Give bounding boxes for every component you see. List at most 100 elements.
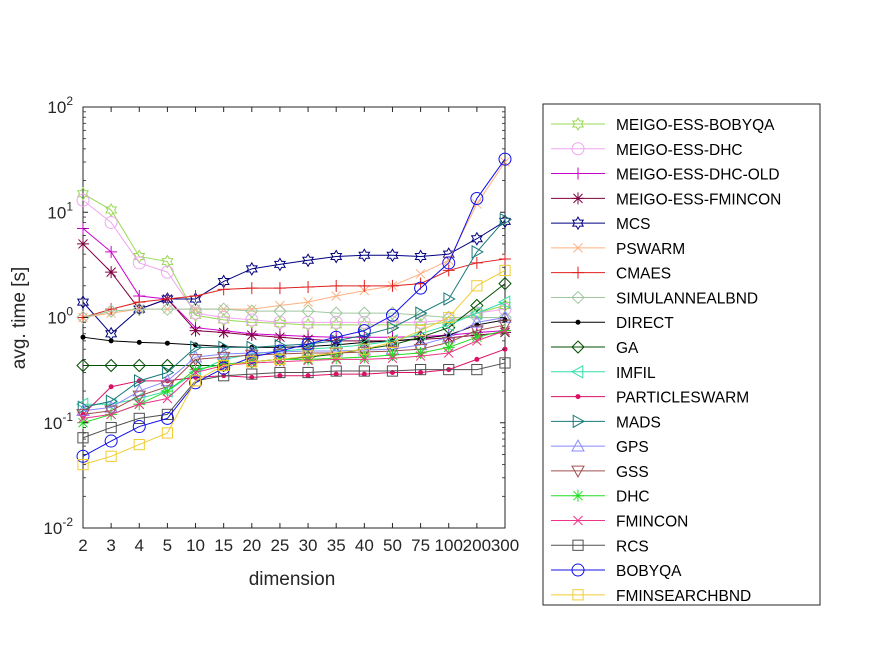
x-tick-label: 30 — [299, 536, 318, 555]
x-tick-label: 5 — [163, 536, 172, 555]
legend-entry: SIMULANNEALBND — [551, 290, 758, 307]
data-point — [190, 340, 203, 355]
data-point — [305, 373, 311, 379]
data-point — [415, 325, 427, 337]
legend-label: PARTICLESWARM — [616, 390, 749, 407]
series-line — [82, 319, 506, 348]
data-point — [245, 313, 259, 327]
data-point — [160, 302, 175, 316]
data-point — [105, 450, 117, 462]
data-point — [160, 265, 174, 279]
data-point — [330, 365, 342, 377]
data-point — [132, 302, 146, 316]
data-point — [498, 276, 512, 291]
data-point — [161, 385, 174, 398]
legend-label: RCS — [616, 538, 649, 555]
data-point — [303, 297, 313, 307]
data-point — [246, 304, 257, 315]
data-point — [301, 315, 315, 329]
data-point — [104, 304, 118, 318]
x-tick-label: 10 — [186, 536, 205, 555]
y-tick-base: 10 — [47, 309, 66, 328]
legend-entry: CMAES — [551, 266, 671, 283]
data-point — [76, 358, 90, 373]
data-point — [470, 331, 483, 344]
data-point — [415, 268, 426, 279]
data-point — [160, 358, 175, 373]
data-point — [274, 366, 286, 379]
legend-marker — [572, 589, 584, 601]
data-point — [245, 261, 258, 276]
legend-label: MEIGO-ESS-BOBYQA — [616, 117, 775, 134]
series-line — [82, 220, 506, 335]
data-point — [414, 249, 427, 264]
series-line — [82, 228, 506, 338]
data-point — [273, 315, 287, 329]
data-point — [357, 324, 371, 338]
data-point — [273, 304, 287, 318]
data-point — [333, 371, 339, 377]
legend-entry: MEIGO-ESS-DHC-OLD — [551, 167, 780, 184]
data-point — [386, 365, 399, 377]
data-point — [132, 420, 146, 434]
y-tick-base: 10 — [47, 203, 66, 222]
y-tick-base: 10 — [43, 414, 62, 433]
data-point — [216, 302, 231, 316]
data-point — [359, 354, 370, 365]
legend-entry: FMINCON — [551, 513, 688, 530]
legend-marker — [573, 515, 583, 526]
data-point — [217, 361, 231, 375]
legend-marker — [571, 439, 585, 452]
legend-marker — [572, 266, 584, 279]
data-point — [385, 308, 399, 322]
data-point — [498, 319, 512, 332]
data-point — [471, 280, 483, 292]
legend-marker — [571, 340, 585, 354]
series-bobyqa — [76, 152, 512, 463]
data-point — [77, 459, 89, 471]
data-point — [76, 193, 90, 207]
data-point — [218, 359, 230, 372]
series-rcs — [77, 357, 511, 444]
data-point — [133, 439, 145, 451]
legend-label: BOBYQA — [616, 563, 682, 580]
data-point — [164, 340, 170, 346]
legend-entry: BOBYQA — [551, 563, 682, 580]
data-point — [132, 390, 147, 403]
data-point — [415, 351, 426, 361]
data-point — [413, 308, 428, 322]
legend-label: FMINCON — [616, 513, 688, 530]
x-tick-label: 300 — [491, 536, 519, 555]
y-tick-exponent: 0 — [66, 305, 73, 319]
data-point — [273, 331, 286, 344]
legend-marker — [571, 290, 585, 305]
data-point — [189, 363, 202, 376]
data-point — [498, 310, 512, 325]
data-point — [329, 330, 343, 344]
series-line — [82, 317, 506, 412]
y-tick-label: 10-1 — [43, 410, 73, 433]
x-tick-label: 35 — [327, 536, 346, 555]
legend-label: MEIGO-ESS-DHC-OLD — [616, 167, 780, 184]
legend-box — [542, 103, 821, 606]
axes-box — [82, 106, 506, 529]
data-point — [470, 192, 484, 206]
data-point — [161, 427, 174, 439]
data-point — [499, 212, 513, 227]
data-point — [245, 329, 258, 342]
legend-marker — [572, 489, 584, 502]
x-tick-label: 2 — [78, 536, 87, 555]
data-point — [441, 337, 456, 350]
data-point — [104, 215, 118, 229]
data-point — [387, 320, 400, 335]
data-point — [189, 308, 202, 323]
legend-entry: DIRECT — [551, 315, 674, 332]
legend-entry: GPS — [551, 439, 649, 456]
plot-area — [75, 106, 513, 529]
legend-entry: MEIGO-ESS-BOBYQA — [551, 117, 775, 134]
data-point — [442, 341, 455, 354]
data-point — [471, 245, 484, 259]
data-point — [161, 291, 174, 306]
data-point — [386, 336, 399, 348]
data-point — [76, 449, 90, 463]
